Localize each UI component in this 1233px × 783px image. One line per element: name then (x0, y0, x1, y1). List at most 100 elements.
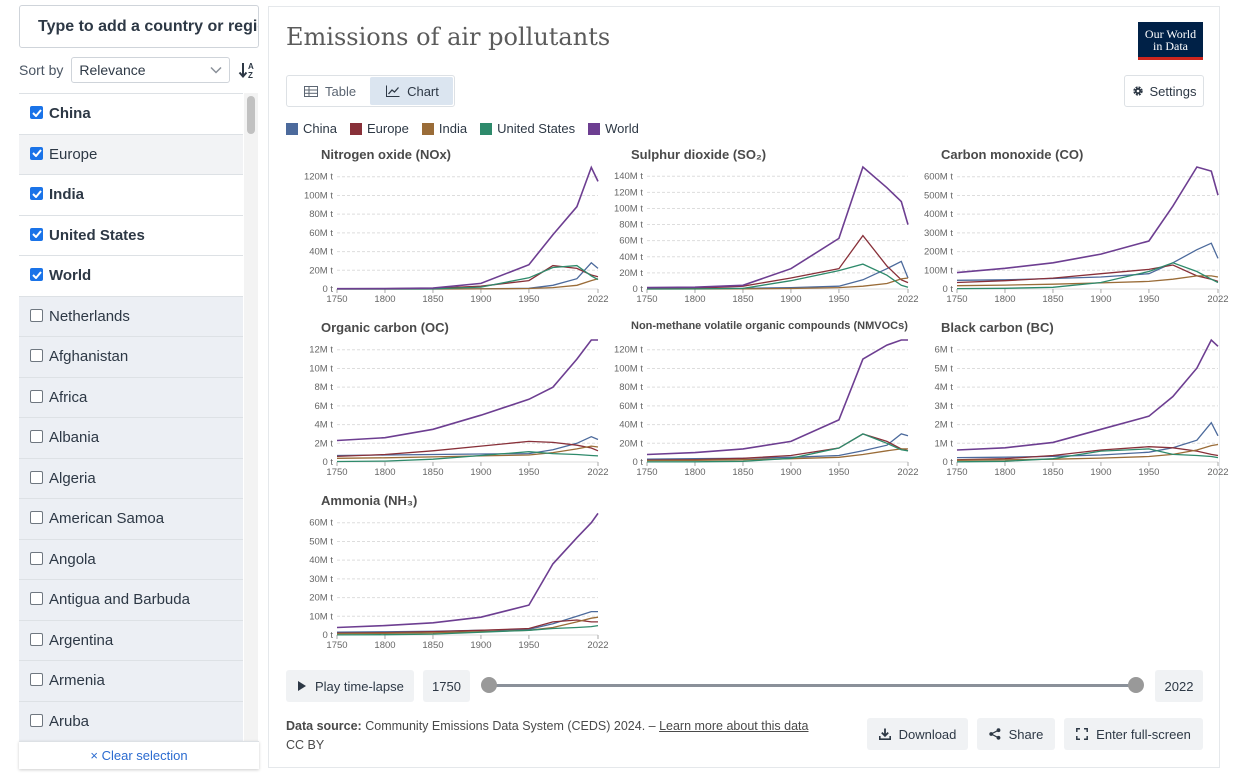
entity-row[interactable]: China (19, 94, 243, 135)
legend-label: Europe (366, 121, 409, 136)
entity-row[interactable]: Algeria (19, 458, 243, 499)
chart-plot[interactable]: 0 t 20M t 40M t 60M t 80M t 100M t 120M t 1750 1… (286, 147, 609, 319)
entity-row[interactable]: Albania (19, 418, 243, 459)
checkbox-checked-icon[interactable] (30, 268, 43, 282)
series-line-europe[interactable] (646, 234, 909, 290)
entity-row[interactable]: Armenia (19, 661, 243, 702)
y-tick-label: 500M t (924, 190, 953, 201)
checkbox-checked-icon[interactable] (30, 146, 43, 160)
checkbox-unchecked-icon[interactable] (30, 470, 43, 484)
entity-row[interactable]: Europe (19, 134, 243, 175)
series-line-world[interactable] (336, 165, 599, 290)
checkbox-unchecked-icon[interactable] (30, 349, 43, 363)
entity-row[interactable]: Antigua and Barbuda (19, 580, 243, 621)
series-line-india[interactable] (336, 445, 599, 459)
source-label: Data source: (286, 719, 362, 733)
series-line-europe[interactable] (336, 619, 598, 634)
series-line-united-states[interactable] (336, 451, 599, 463)
learn-more-link[interactable]: Learn more about this data (659, 719, 809, 733)
series-line-china[interactable] (956, 421, 1219, 459)
series-line-europe[interactable] (646, 433, 909, 461)
fullscreen-button[interactable]: Enter full-screen (1064, 718, 1203, 750)
chart-title: Non-methane volatile organic compounds (… (631, 320, 908, 332)
legend-item[interactable]: World (588, 121, 639, 136)
checkbox-unchecked-icon[interactable] (30, 551, 43, 565)
scrollbar-thumb[interactable] (247, 96, 255, 134)
owid-logo[interactable]: Our World in Data (1138, 22, 1203, 60)
x-tick-label: 1900 (780, 294, 801, 305)
series-line-world[interactable] (646, 165, 909, 289)
checkbox-unchecked-icon[interactable] (30, 673, 43, 687)
entity-row[interactable]: Afghanistan (19, 337, 243, 378)
series-line-world[interactable] (956, 338, 1219, 451)
chart-plot[interactable]: 0 t 100M t 200M t 300M t 400M t 500M t 600M t 1… (906, 147, 1229, 319)
series-line-europe[interactable] (956, 264, 1219, 284)
entity-row[interactable]: Aruba (19, 701, 243, 741)
chart-plot[interactable]: 0 t 20M t 40M t 60M t 80M t 100M t 120M t 1750 1… (596, 320, 919, 492)
series-line-united-states[interactable] (956, 448, 1219, 463)
series-line-world[interactable] (956, 166, 1219, 274)
sort-order-icon[interactable]: A Z (238, 60, 258, 80)
scrollbar-track[interactable] (244, 93, 258, 741)
series-line-china[interactable] (336, 435, 599, 457)
clear-selection-button[interactable]: × Clear selection (19, 741, 259, 769)
checkbox-unchecked-icon[interactable] (30, 308, 43, 322)
chart-plot[interactable]: 0 t 2M t 4M t 6M t 8M t 10M t 12M t 1750 1800 185… (286, 320, 609, 492)
legend-item[interactable]: United States (480, 121, 575, 136)
series-line-united-states[interactable] (336, 624, 599, 636)
checkbox-checked-icon[interactable] (30, 187, 43, 201)
download-button[interactable]: Download (867, 718, 968, 750)
settings-button[interactable]: Settings (1124, 75, 1204, 107)
checkbox-unchecked-icon[interactable] (30, 389, 43, 403)
entity-row[interactable]: United States (19, 215, 243, 256)
series-line-india[interactable] (956, 443, 1219, 461)
checkbox-unchecked-icon[interactable] (30, 632, 43, 646)
entity-row[interactable]: Africa (19, 377, 243, 418)
entity-row[interactable]: Angola (19, 539, 243, 580)
series-line-united-states[interactable] (646, 263, 909, 290)
checkbox-unchecked-icon[interactable] (30, 713, 43, 727)
tab-table[interactable]: Table (288, 77, 370, 105)
chart-plot[interactable]: 0 t 10M t 20M t 30M t 40M t 50M t 60M t 1750 180… (286, 493, 609, 665)
entity-row[interactable]: Netherlands (19, 296, 243, 337)
series-line-united-states[interactable] (956, 262, 1219, 290)
series-line-world[interactable] (336, 339, 598, 442)
series-line-world[interactable] (646, 339, 908, 456)
entity-name: Argentina (49, 631, 114, 649)
series-line-united-states[interactable] (646, 433, 909, 463)
start-year-box[interactable]: 1750 (423, 670, 470, 702)
entity-name: Armenia (49, 672, 105, 690)
x-tick-label: 1950 (828, 294, 849, 305)
share-label: Share (1008, 726, 1044, 742)
legend-item[interactable]: India (421, 121, 467, 136)
series-line-china[interactable] (646, 260, 909, 290)
series-line-india[interactable] (646, 448, 908, 462)
series-line-europe[interactable] (956, 446, 1219, 461)
legend-item[interactable]: Europe (349, 121, 409, 136)
search-input[interactable]: Type to add a country or region... (19, 5, 259, 48)
checkbox-checked-icon[interactable] (30, 106, 43, 120)
checkbox-unchecked-icon[interactable] (30, 592, 43, 606)
entity-row[interactable]: World (19, 256, 243, 297)
tab-chart[interactable]: Chart (370, 77, 453, 105)
timeline-end-handle[interactable] (1128, 677, 1144, 693)
timeline-start-handle[interactable] (481, 677, 497, 693)
chart-title: Ammonia (NH₃) (321, 493, 418, 508)
timeline-slider-track[interactable] (489, 684, 1136, 687)
series-line-world[interactable] (336, 512, 599, 629)
entity-name: Afghanistan (49, 348, 129, 366)
entity-row[interactable]: Argentina (19, 620, 243, 661)
series-line-china[interactable] (646, 433, 909, 460)
checkbox-unchecked-icon[interactable] (30, 430, 43, 444)
legend-item[interactable]: China (286, 121, 337, 136)
chart-plot[interactable]: 0 t 20M t 40M t 60M t 80M t 100M t 120M t 140M … (596, 147, 919, 319)
entity-row[interactable]: American Samoa (19, 499, 243, 540)
sort-select[interactable]: Relevance (71, 57, 231, 83)
checkbox-unchecked-icon[interactable] (30, 511, 43, 525)
checkbox-checked-icon[interactable] (30, 227, 43, 241)
share-button[interactable]: Share (977, 718, 1055, 750)
entity-row[interactable]: India (19, 175, 243, 216)
chart-plot[interactable]: 0 t 1M t 2M t 3M t 4M t 5M t 6M t 1750 1800 1850 1… (906, 320, 1229, 492)
play-time-lapse-button[interactable]: Play time-lapse (286, 670, 414, 702)
end-year-box[interactable]: 2022 (1155, 670, 1203, 702)
